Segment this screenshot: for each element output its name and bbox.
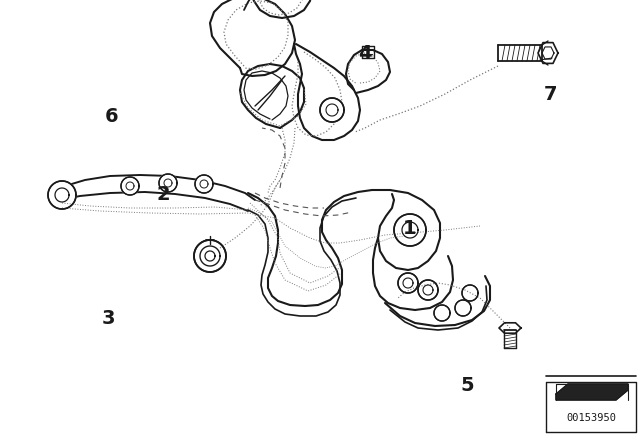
Text: 7: 7: [543, 85, 557, 103]
Text: 6: 6: [105, 107, 119, 126]
Text: 3: 3: [102, 309, 116, 327]
Polygon shape: [195, 175, 213, 193]
Text: 1: 1: [403, 219, 417, 238]
Polygon shape: [194, 240, 226, 272]
Polygon shape: [499, 323, 521, 333]
Polygon shape: [434, 305, 450, 321]
Polygon shape: [418, 280, 438, 300]
Text: 4: 4: [358, 44, 372, 63]
Polygon shape: [455, 300, 471, 316]
Text: 00153950: 00153950: [566, 413, 616, 423]
Polygon shape: [556, 384, 628, 400]
Polygon shape: [394, 214, 426, 246]
Polygon shape: [121, 177, 139, 195]
Text: 5: 5: [460, 376, 474, 395]
Polygon shape: [462, 285, 478, 301]
Polygon shape: [320, 98, 344, 122]
Text: 2: 2: [156, 185, 170, 204]
Polygon shape: [398, 273, 418, 293]
Polygon shape: [159, 174, 177, 192]
Polygon shape: [48, 181, 76, 209]
